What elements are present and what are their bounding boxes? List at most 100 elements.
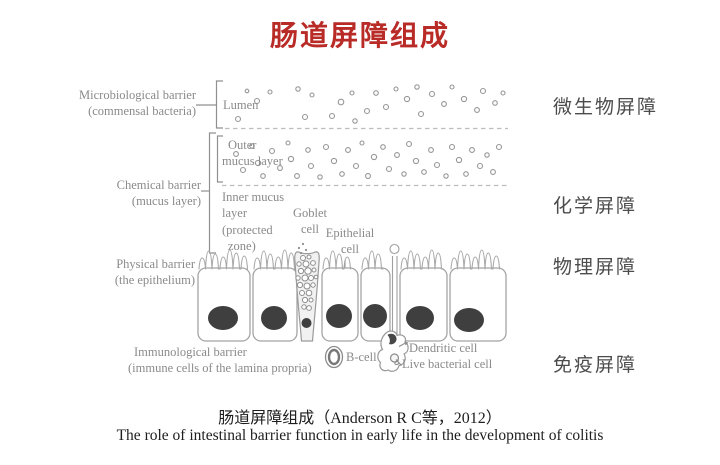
cell-nucleus: [454, 308, 484, 332]
label-dendritic-cell: Dendritic cell: [409, 341, 478, 355]
secretion-dot: [297, 246, 301, 250]
goblet-cell-shape: [294, 251, 320, 342]
dendritic-nucleus: [387, 333, 397, 345]
mucus-bacterium-icon: [317, 174, 323, 180]
dendrite-tip-icon: [389, 243, 400, 255]
mucus-bacterium-icon: [339, 171, 345, 177]
lumen-bacterium-icon: [337, 98, 345, 106]
label-cn-chemical: 化学屏障: [553, 196, 638, 217]
epithelial-cell-shape: [252, 267, 298, 342]
caption-chinese: 肠道屏障组成（Anderson R C等，2012）: [218, 410, 502, 427]
mucus-bacterium-icon: [233, 151, 239, 157]
goblet-secretion-dots: [297, 242, 308, 255]
lumen-bacterium-icon: [500, 90, 506, 96]
mucin-granule-icon: [299, 290, 305, 296]
b-cell-icon: [324, 345, 344, 369]
lumen-bacterium-icon: [267, 89, 273, 95]
mucus-bacterium-icon: [448, 143, 456, 151]
epithelium-and-bacteria-group: [197, 84, 507, 342]
label-live-bacterial-cell: Live bacterial cell: [402, 357, 493, 371]
dendrite-stalk: [389, 243, 400, 340]
mucus-bacterium-icon: [330, 157, 338, 165]
label-immunological-barrier: Immunological barrier (immune cells of t…: [128, 345, 312, 376]
lumen-bacterium-icon: [460, 95, 468, 103]
mucus-bacterium-icon: [428, 147, 434, 153]
cell-nucleus: [208, 306, 238, 330]
brackets-group: [196, 80, 223, 254]
mucin-granule-icon: [303, 282, 311, 290]
epithelial-cell-shape: [399, 267, 448, 342]
lumen-bacterium-icon: [373, 90, 379, 96]
mucus-bacterium-icon: [359, 140, 365, 146]
mucus-bacterium-icon: [322, 143, 330, 151]
lumen-bacterium-icon: [414, 84, 420, 90]
secretion-dot: [304, 248, 308, 252]
mucus-bacterium-icon: [294, 173, 300, 179]
mucin-granule-icon: [305, 289, 313, 297]
caption-english: The role of intestinal barrier function …: [116, 427, 604, 444]
label-epithelial-cell: Epithelial cell: [325, 226, 375, 257]
goblet-nucleus: [301, 318, 312, 328]
label-cn-immunological: 免疫屏障: [553, 355, 638, 376]
lumen-bacterium-icon: [244, 88, 250, 94]
microvilli-shape: [253, 249, 297, 270]
lumen-bacterium-icon: [382, 103, 390, 111]
dendritic-pointer-arrowhead: [404, 341, 409, 346]
epithelial-cell-shape: [197, 267, 251, 342]
live-bacterial-pointer-arrowhead: [395, 359, 400, 363]
mucin-granule-icon: [302, 260, 310, 268]
mucus-bacterium-icon: [476, 162, 484, 170]
mucin-granule-icon: [301, 274, 309, 282]
mucin-granule-icon: [296, 281, 304, 289]
page-title: 肠道屏障组成: [269, 21, 450, 52]
goblet-granules: [295, 254, 319, 311]
mucus-bacterium-icon: [484, 152, 490, 158]
label-cn-physical: 物理屏障: [553, 257, 638, 278]
lumen-bacterium-icon: [352, 118, 358, 124]
secretion-dot: [299, 251, 303, 255]
secretion-dot: [301, 242, 305, 246]
label-lumen: Lumen: [223, 98, 259, 112]
chemical-bracket: [208, 132, 216, 254]
mucus-bacterium-icon: [239, 166, 247, 174]
cell-nucleus: [363, 304, 387, 328]
mucin-granule-icon: [295, 275, 301, 281]
mucus-bacterium-icon: [285, 140, 291, 146]
mucin-granule-icon: [313, 274, 319, 280]
mucin-granule-icon: [304, 267, 312, 275]
mucin-granule-icon: [301, 296, 309, 304]
mucus-bacterium-icon: [394, 152, 400, 158]
mucin-granule-icon: [310, 282, 316, 288]
lumen-bacterium-icon: [474, 107, 480, 113]
label-inner-mucus-layer: Inner mucus layer (protected zone): [222, 190, 285, 253]
mucus-bacterium-icon: [412, 157, 420, 165]
mucus-bacterium-icon: [443, 173, 449, 179]
mucin-granule-icon: [300, 255, 306, 261]
mucin-granule-icon: [297, 267, 305, 275]
mucus-bacterium-icon: [345, 147, 351, 153]
mucin-granule-icon: [310, 260, 316, 266]
dendritic-pointer-line: [398, 342, 406, 347]
mucin-granule-icon: [301, 304, 307, 310]
microvilli-shape: [450, 249, 501, 270]
lumen-bacterium-icon: [449, 84, 455, 90]
lumen-bacterium-icon: [301, 113, 309, 121]
label-b-cell: B-cell: [346, 350, 377, 364]
mucin-granule-icon: [306, 254, 312, 260]
mucus-bacterium-icon: [463, 171, 469, 177]
mucin-granule-icon: [311, 267, 317, 273]
cell-nucleus: [326, 304, 352, 328]
label-cn-microbiological: 微生物屏障: [553, 97, 659, 118]
epithelial-cell-shape: [449, 267, 507, 342]
mucin-granule-icon: [306, 305, 312, 311]
mucin-granule-icon: [296, 261, 302, 267]
live-bacterial-pointer-line: [394, 360, 400, 366]
lumen-bacterium-icon: [295, 86, 301, 92]
lumen-bacterium-icon: [492, 100, 498, 106]
lumen-bacterium-icon: [479, 87, 487, 95]
microvilli-shape: [400, 249, 444, 270]
lumen-bacterium-icon: [253, 97, 261, 105]
mucus-bacterium-icon: [305, 147, 311, 153]
label-goblet-cell: Goblet cell: [292, 206, 328, 237]
